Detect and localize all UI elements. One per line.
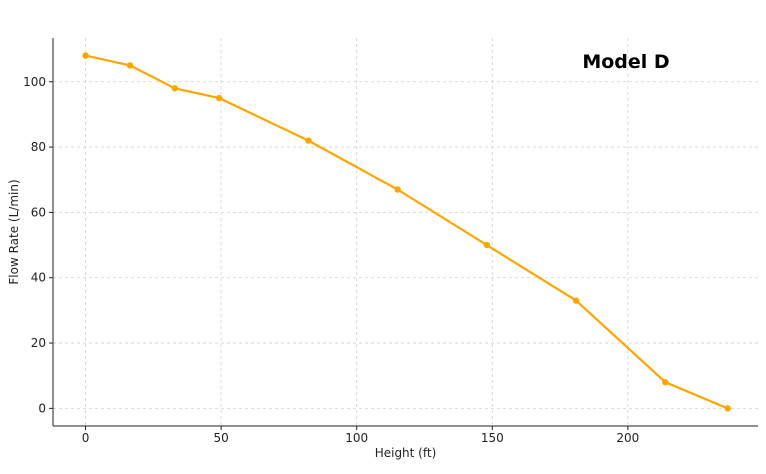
x-tick-label: 0	[82, 431, 90, 445]
y-tick-label: 80	[31, 140, 46, 154]
x-tick-label: 100	[345, 431, 368, 445]
data-point	[171, 85, 178, 92]
x-tick-label: 50	[213, 431, 228, 445]
data-point	[216, 94, 223, 102]
y-tick-label: 0	[38, 401, 46, 415]
data-point	[662, 379, 669, 386]
axes-layer	[52, 38, 758, 427]
x-axis-title: Height (ft)	[375, 446, 437, 460]
ticks-layer: 0 50 100 150 200 0 20 40 60 80 100	[23, 75, 639, 445]
x-tick-label: 150	[481, 431, 504, 445]
x-tick-label: 200	[616, 431, 639, 445]
data-point	[724, 405, 731, 412]
data-point	[305, 137, 312, 144]
data-point	[126, 62, 134, 69]
data-point	[572, 297, 580, 304]
data-point	[483, 241, 491, 249]
chart-title: Model D	[582, 51, 669, 73]
y-tick-label: 20	[31, 336, 46, 350]
y-tick-label: 100	[23, 75, 46, 89]
y-tick-label: 40	[31, 271, 46, 285]
series-layer	[82, 52, 731, 412]
y-axis-title: Flow Rate (L/min)	[7, 179, 21, 284]
data-point	[394, 186, 401, 193]
data-point	[82, 52, 89, 59]
grid-layer	[53, 38, 758, 426]
y-tick-label: 60	[31, 205, 46, 219]
series-line	[84, 54, 729, 410]
